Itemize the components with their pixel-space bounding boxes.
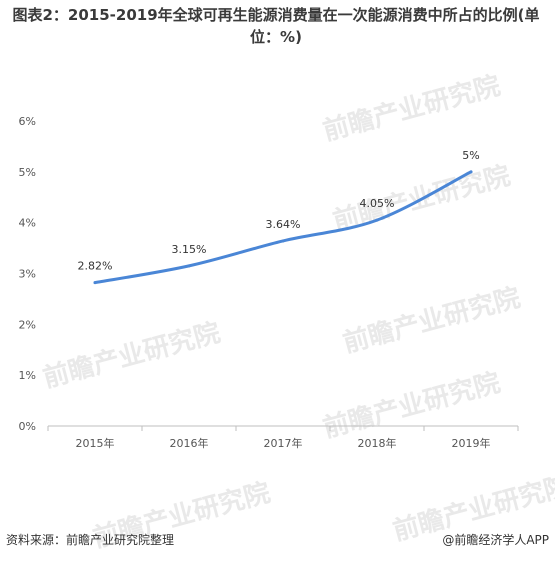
brand-credit: @前瞻经济学人APP [442, 533, 549, 547]
y-tick-label: 3% [19, 268, 36, 281]
y-tick-label: 4% [19, 217, 36, 230]
data-point [469, 170, 473, 174]
y-tick-label: 1% [19, 369, 36, 382]
chart-title: 图表2：2015-2019年全球可再生能源消费量在一次能源消费中所占的比例(单位… [12, 6, 540, 46]
x-tick-label: 2019年 [452, 436, 491, 450]
x-tick-label: 2018年 [358, 436, 397, 450]
data-label: 5% [462, 149, 479, 162]
x-tick-label: 2017年 [264, 436, 303, 450]
data-label: 2.82% [78, 260, 113, 273]
data-point [93, 281, 97, 285]
data-label: 4.05% [360, 197, 395, 210]
data-label: 3.64% [266, 218, 301, 231]
y-tick-label: 6% [19, 115, 36, 128]
y-axis: 0% 1% 2% 3% 4% 5% 6% [19, 115, 36, 433]
series-line-group [93, 170, 473, 285]
data-point [375, 218, 379, 222]
data-labels: 2.82% 3.15% 3.64% 4.05% 5% [78, 149, 480, 273]
data-point [281, 239, 285, 243]
y-tick-label: 5% [19, 166, 36, 179]
x-tick-label: 2015年 [76, 436, 115, 450]
data-label: 3.15% [172, 243, 207, 256]
data-point [187, 264, 191, 268]
source-note: 资料来源：前瞻产业研究院整理 [6, 533, 175, 547]
x-tick-label: 2016年 [170, 436, 209, 450]
x-axis: 2015年 2016年 2017年 2018年 2019年 [47, 425, 519, 450]
y-tick-label: 0% [19, 420, 36, 433]
y-tick-label: 2% [19, 318, 36, 331]
